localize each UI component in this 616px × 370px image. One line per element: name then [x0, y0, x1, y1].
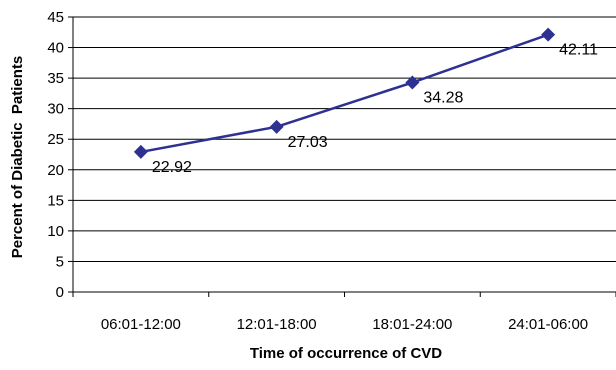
- data-point-marker: [269, 119, 284, 134]
- series-line: [140, 33, 549, 154]
- data-point-marker: [541, 27, 556, 42]
- y-tick-label: 25: [47, 131, 64, 148]
- x-tick-label: 12:01-18:00: [237, 316, 317, 333]
- x-tick-label: 18:01-24:00: [372, 316, 452, 333]
- x-tick-label: 24:01-06:00: [508, 316, 588, 333]
- y-tick-label: 35: [47, 70, 64, 87]
- y-tick-label: 45: [47, 9, 64, 26]
- x-axis-title: Time of occurrence of CVD: [250, 345, 442, 362]
- gridlines: [73, 16, 616, 262]
- data-labels: 22.92 27.03 34.28 42.11: [152, 42, 598, 176]
- y-tick-label: 5: [56, 253, 64, 270]
- data-label: 27.03: [288, 134, 328, 151]
- data-point-marker: [133, 144, 148, 159]
- y-tick-label: 40: [47, 40, 64, 57]
- y-tick-label: 20: [47, 162, 64, 179]
- data-label: 22.92: [152, 159, 192, 176]
- y-tick-label: 10: [47, 223, 64, 240]
- data-point-marker: [405, 75, 420, 90]
- y-tick-labels: 0 5 10 15 20 25 30 35 40 45: [47, 9, 64, 301]
- y-tick-label: 0: [56, 284, 64, 301]
- data-label: 42.11: [559, 42, 598, 59]
- x-tick-label: 06:01-12:00: [101, 316, 181, 333]
- y-tick-label: 30: [47, 101, 64, 118]
- x-tick-labels: 06:01-12:00 12:01-18:00 18:01-24:00 24:01-0…: [101, 316, 588, 333]
- data-label: 34.28: [423, 90, 463, 107]
- series: [133, 27, 556, 159]
- y-axis-title: Percent of Diabetic Patients: [9, 56, 26, 259]
- y-tick-label: 15: [47, 192, 64, 209]
- axes: [68, 16, 616, 297]
